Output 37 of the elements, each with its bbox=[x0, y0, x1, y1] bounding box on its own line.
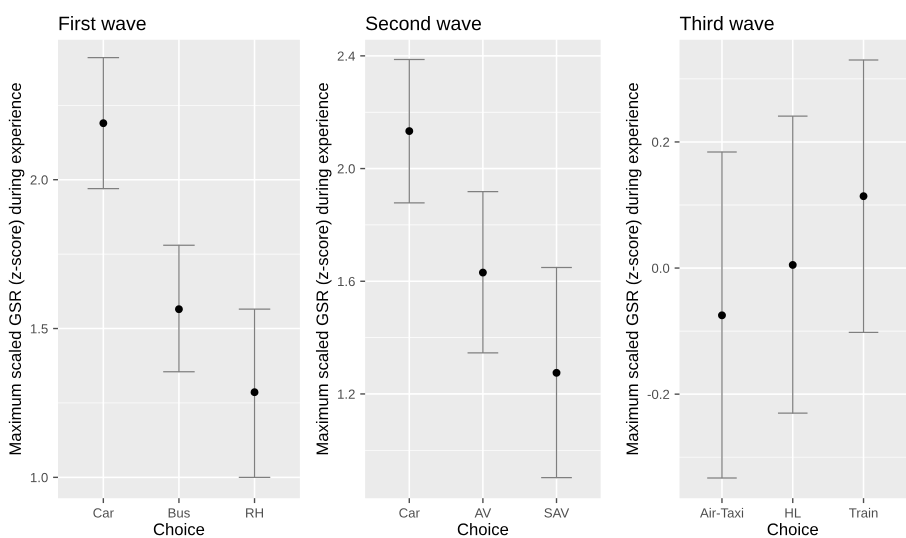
x-axis-title: Choice bbox=[154, 522, 204, 536]
x-tick-label: Air-Taxi bbox=[700, 508, 744, 518]
y-tick-label: 1.2 bbox=[338, 390, 355, 399]
y-tick-label: 0.2 bbox=[652, 138, 670, 147]
y-tick-label: 2.0 bbox=[338, 164, 355, 174]
point bbox=[405, 127, 414, 136]
chart-title: Second wave bbox=[366, 16, 481, 30]
point bbox=[174, 305, 183, 314]
x-tick-label: HL bbox=[785, 508, 801, 518]
y-axis-title: Maximum scaled GSR (z-score) during experience bbox=[316, 83, 332, 454]
y-axis-title: Maximum scaled GSR (z-score) during experience bbox=[626, 83, 642, 454]
y-tick-label: 2.4 bbox=[338, 51, 356, 61]
y-tick-label: -0.2 bbox=[648, 390, 670, 400]
point bbox=[788, 260, 797, 269]
chart-title: Third wave bbox=[680, 16, 774, 30]
point bbox=[250, 388, 258, 396]
y-tick-label: 1.0 bbox=[30, 472, 48, 482]
y-tick-label: 0.0 bbox=[652, 264, 670, 273]
x-tick-label: Bus bbox=[168, 508, 190, 518]
point bbox=[99, 119, 108, 128]
x-tick-label: SAV bbox=[544, 508, 570, 518]
y-tick-label: 1.5 bbox=[30, 324, 48, 334]
chart-title: First wave bbox=[60, 16, 146, 30]
y-axis-title: Maximum scaled GSR (z-score) during experience bbox=[8, 83, 24, 454]
x-tick-label: AV bbox=[474, 508, 492, 518]
x-tick-label: RH bbox=[246, 508, 263, 518]
y-tick-label: 2.0 bbox=[30, 175, 48, 185]
x-tick-label: Car bbox=[399, 508, 420, 518]
x-tick-label: Train bbox=[849, 508, 878, 518]
point bbox=[552, 368, 560, 377]
point bbox=[478, 268, 487, 276]
x-tick-label: Car bbox=[93, 508, 114, 518]
y-tick-label: 1.6 bbox=[338, 276, 355, 286]
point bbox=[718, 311, 726, 320]
x-axis-title: Choice bbox=[458, 522, 508, 536]
point bbox=[860, 192, 868, 200]
x-axis-title: Choice bbox=[768, 522, 818, 536]
